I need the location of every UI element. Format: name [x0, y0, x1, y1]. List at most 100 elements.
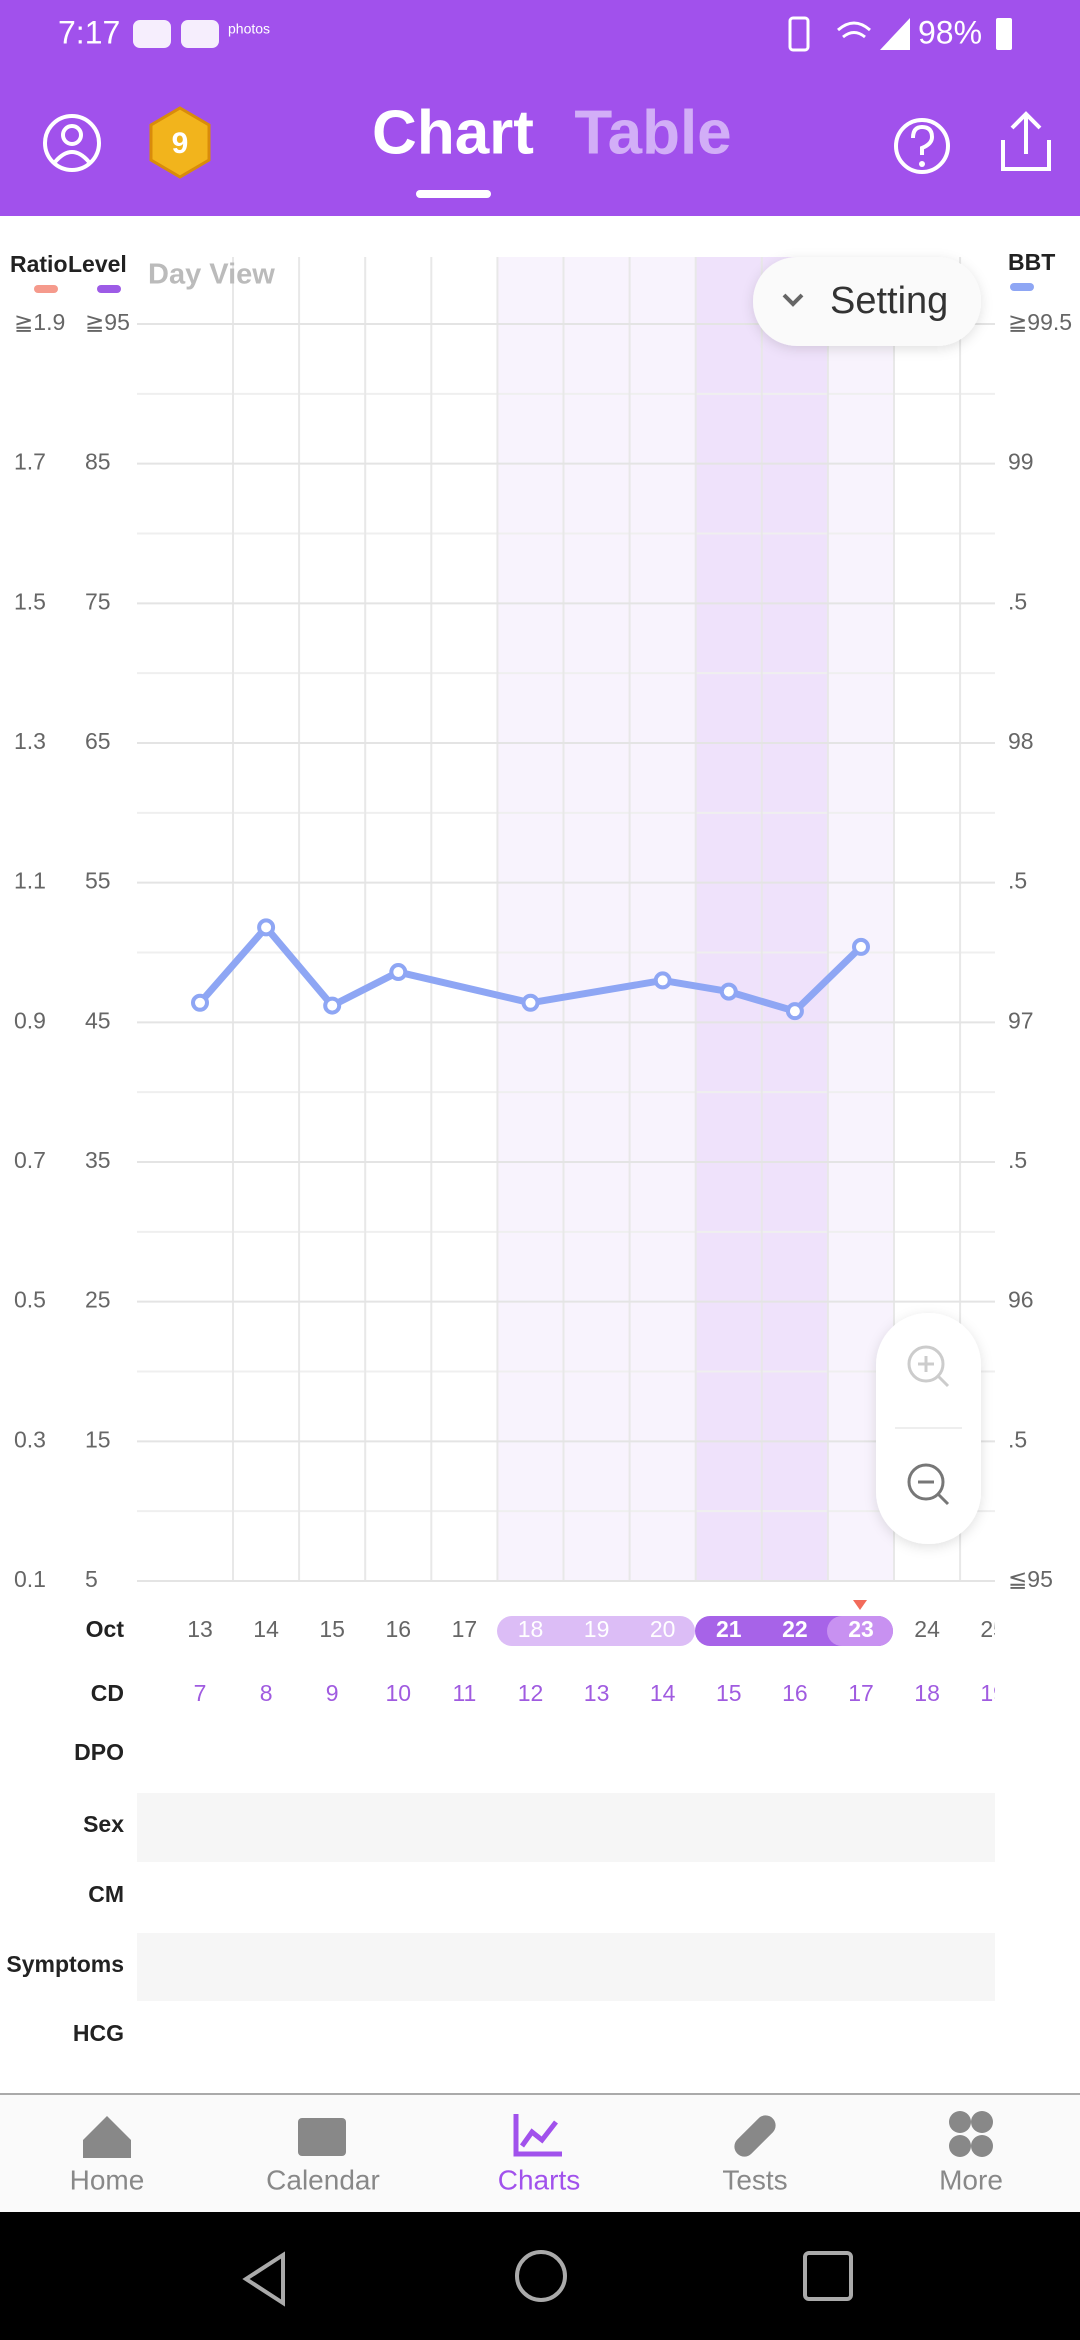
bbt-title: BBT — [1008, 249, 1055, 275]
month-label: Oct — [86, 1616, 125, 1642]
ratio-tick-label: 0.1 — [14, 1566, 46, 1592]
ratio-swatch — [34, 285, 58, 293]
cd-label: 17 — [848, 1680, 874, 1706]
date-label: 20 — [650, 1616, 676, 1642]
row-label: DPO — [74, 1739, 124, 1765]
cd-label: 14 — [650, 1680, 676, 1706]
date-label: 25 — [980, 1616, 1006, 1642]
back-button[interactable] — [242, 2251, 285, 2307]
date-label: 17 — [452, 1616, 478, 1642]
level-tick-label: 25 — [85, 1287, 111, 1313]
status-battery: 98% — [918, 14, 982, 50]
nav-label[interactable]: Charts — [498, 2164, 580, 2195]
row-label: CM — [88, 1881, 124, 1907]
nav-label[interactable]: Home — [70, 2164, 145, 2195]
date-label: 23 — [848, 1616, 874, 1642]
tab-label[interactable]: Table — [574, 98, 731, 167]
wifi-icon — [837, 21, 871, 39]
tab-underline — [416, 190, 491, 198]
bbt-tick-label: ≧99.5 — [1008, 309, 1072, 335]
level-tick-label: 15 — [85, 1426, 111, 1452]
signal-icon — [880, 18, 910, 50]
fertile-band — [497, 257, 695, 1581]
status-app-label: photos — [228, 21, 270, 37]
cd-label: 15 — [716, 1680, 742, 1706]
level-title: Level — [68, 251, 127, 277]
setting-button[interactable]: Setting — [753, 257, 981, 346]
zoom-out[interactable] — [907, 1463, 950, 1506]
bbt-point[interactable] — [389, 963, 408, 982]
level-tick-label: ≧95 — [85, 309, 130, 335]
level-tick-label: 85 — [85, 449, 111, 475]
bbt-point[interactable] — [852, 937, 870, 956]
level-badge[interactable]: 9 — [149, 106, 211, 179]
home-button[interactable] — [515, 2250, 567, 2302]
bbt-point[interactable] — [521, 993, 540, 1012]
level-tick-label: 45 — [85, 1007, 111, 1033]
zoom-in[interactable] — [907, 1345, 950, 1388]
cd-label: 16 — [782, 1680, 808, 1706]
bbt-tick-label: 99 — [1008, 449, 1034, 475]
date-pill — [497, 1616, 695, 1646]
dpo-label: 2 — [987, 1739, 1000, 1765]
date-label: 24 — [914, 1616, 940, 1642]
ratio-tick-label: 0.7 — [14, 1147, 46, 1173]
bbt-tick-label: 97 — [1008, 1007, 1034, 1033]
ratio-tick-label: 0.9 — [14, 1007, 46, 1033]
nav-label[interactable]: More — [939, 2164, 1003, 2195]
level-tick-label: 75 — [85, 588, 111, 614]
nav-label[interactable]: Calendar — [266, 2164, 380, 2195]
cd-label: 7 — [194, 1680, 207, 1706]
level-tick-label: 55 — [85, 868, 111, 894]
bbt-point[interactable] — [191, 993, 209, 1012]
bbt-point[interactable] — [257, 918, 276, 937]
status-icon — [133, 20, 171, 48]
row-label: Sex — [83, 1811, 124, 1837]
date-label: 18 — [518, 1616, 544, 1642]
date-label: 14 — [253, 1616, 279, 1642]
bbt-swatch — [1010, 283, 1034, 291]
ratio-tick-label: 1.5 — [14, 588, 46, 614]
row-label: Symptoms — [6, 1951, 124, 1977]
cd-label: 9 — [326, 1680, 339, 1706]
vibrate-icon — [788, 16, 810, 52]
cd-label: 12 — [518, 1680, 544, 1706]
view-label: Day View — [148, 259, 275, 291]
ratio-tick-label: 1.3 — [14, 728, 46, 754]
bbt-tick-label: 98 — [1008, 728, 1034, 754]
status-time: 7:17 — [58, 14, 120, 50]
profile-button[interactable] — [43, 114, 101, 172]
tab-label[interactable]: Chart — [372, 98, 534, 167]
bbt-point[interactable] — [719, 982, 738, 1001]
cd-label: 13 — [584, 1680, 610, 1706]
bbt-point[interactable] — [785, 1002, 804, 1021]
cd-label: 18 — [914, 1680, 940, 1706]
bbt-tick-label: 96 — [1008, 1287, 1034, 1313]
row-label: CD — [91, 1680, 124, 1706]
system-nav — [0, 2212, 1080, 2340]
sex-row-bg — [137, 1793, 995, 1862]
cd-label: 8 — [260, 1680, 273, 1706]
nav-label[interactable]: Tests — [722, 2164, 787, 2195]
charts-icon — [513, 2114, 562, 2157]
more-icon — [949, 2111, 993, 2157]
row-label: HCG — [73, 2020, 124, 2046]
cd-label: 10 — [386, 1680, 412, 1706]
setting-label: Setting — [830, 280, 948, 322]
level-tick-label: 65 — [85, 728, 111, 754]
help-button[interactable] — [894, 118, 950, 174]
level-tick-label: 5 — [85, 1566, 98, 1592]
bbt-tick-label: .5 — [1008, 868, 1027, 894]
recents-button[interactable] — [803, 2251, 853, 2301]
cd-label: 11 — [452, 1680, 476, 1706]
ratio-tick-label: ≧1.9 — [14, 309, 65, 335]
home-icon — [83, 2116, 131, 2158]
ratio-title: Ratio — [10, 251, 68, 277]
bbt-point[interactable] — [653, 971, 672, 990]
share-button[interactable] — [1001, 111, 1051, 171]
symptoms-row-bg — [137, 1933, 995, 2001]
bbt-point[interactable] — [323, 996, 342, 1015]
bbt-tick-label: .5 — [1008, 1426, 1027, 1452]
date-label: 13 — [187, 1616, 213, 1642]
today-marker — [853, 1600, 867, 1610]
